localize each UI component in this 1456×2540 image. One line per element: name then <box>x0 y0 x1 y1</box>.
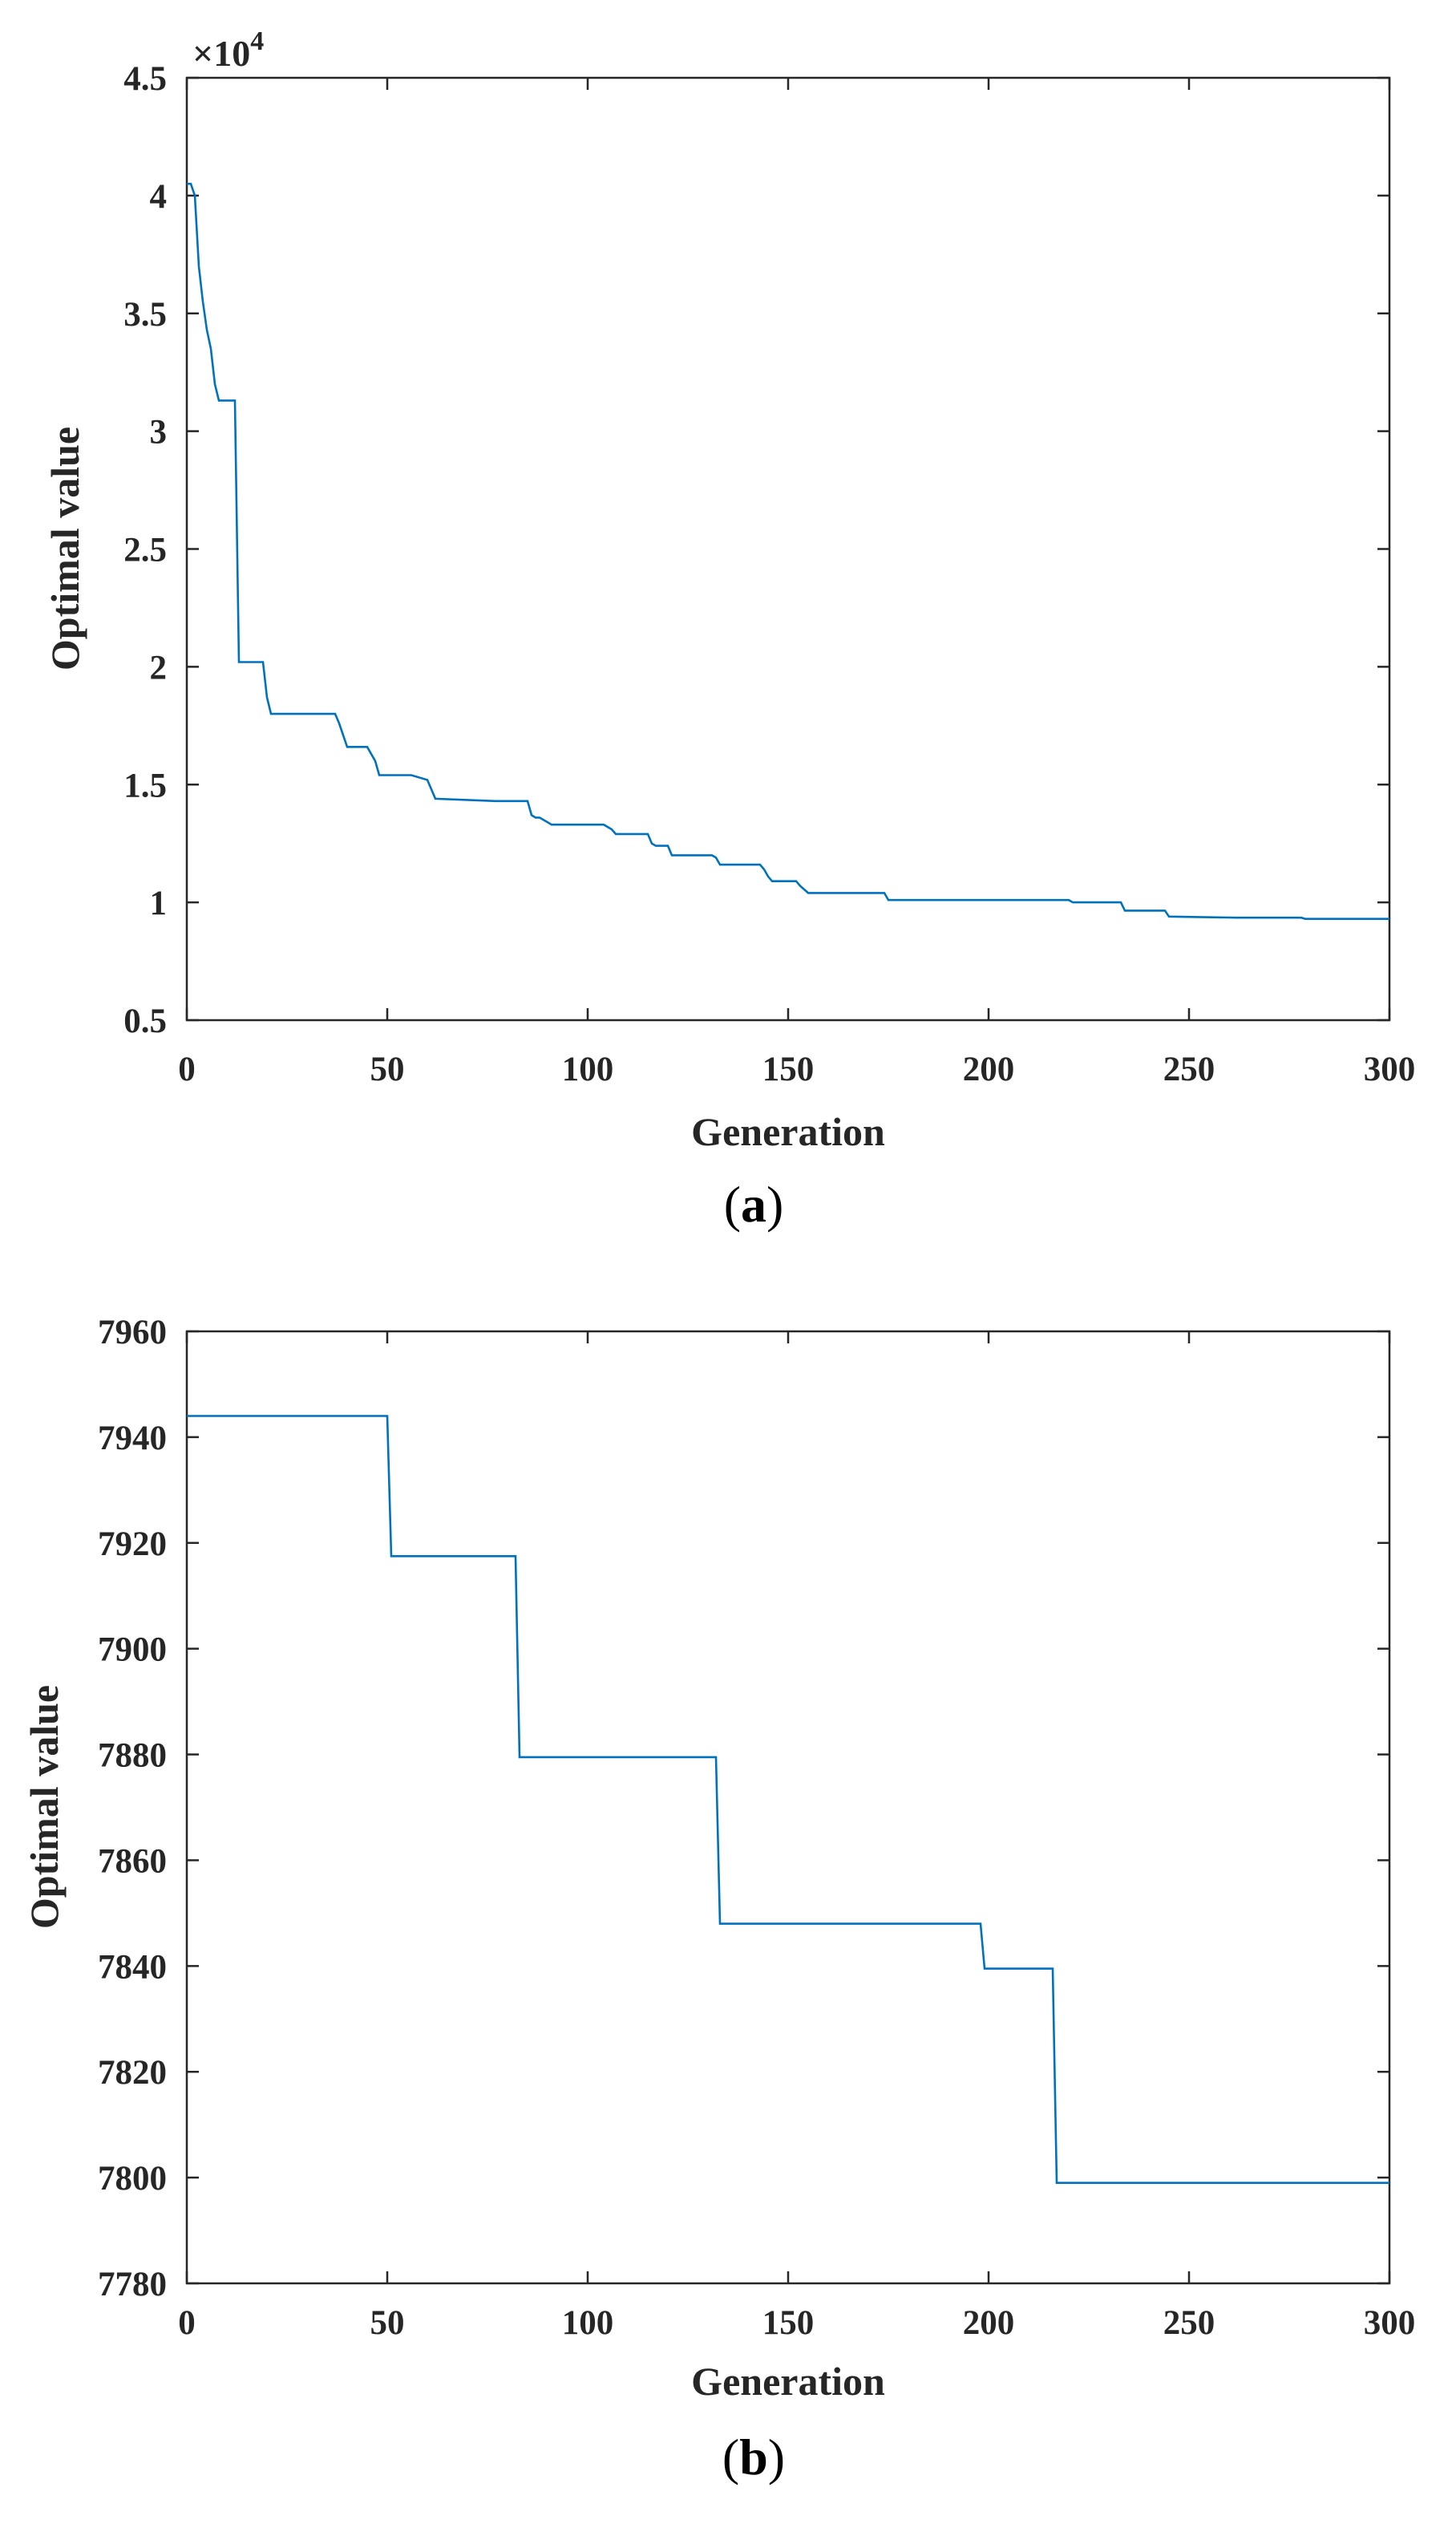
panel-a-y-tick-label: 4.5 <box>123 60 167 98</box>
panel-b-y-tick-label: 7940 <box>98 1420 167 1457</box>
panel-a-tick-marks <box>185 76 1391 1022</box>
panel-b-y-tick-label: 7880 <box>98 1737 167 1775</box>
panel-b-x-tick-label: 100 <box>562 2304 614 2342</box>
panel-a-x-tick-labels: 0 50 100 150 200 250 300 <box>178 1051 1415 1088</box>
panel-b-chart: 0 50 100 150 200 250 300 778078007820784078607… <box>22 1314 1415 2485</box>
panel-a-chart: 0 50 100 150 200 250 300 0.5 1 1.5 2 2.5 3 3.5 4 4.5 ×… <box>42 26 1415 1233</box>
panel-b-x-tick-label: 300 <box>1364 2304 1416 2342</box>
panel-b-tick-marks <box>185 1330 1391 2285</box>
panel-a-y-tick-label: 0.5 <box>123 1003 167 1040</box>
panel-b-plot-frame <box>185 1330 1391 2285</box>
panel-b-series-line <box>187 1415 1389 2184</box>
panel-a-x-tick-label: 100 <box>562 1051 614 1088</box>
panel-b-y-tick-label: 7960 <box>98 1314 167 1351</box>
panel-a-x-tick-label: 50 <box>370 1051 405 1088</box>
panel-a-y-tick-label: 2 <box>150 649 168 687</box>
panel-b-y-tick-label: 7920 <box>98 1525 167 1563</box>
panel-a-x-axis-title: Generation <box>691 1109 885 1154</box>
panel-a-plot-frame <box>185 76 1391 1022</box>
panel-b-x-tick-label: 250 <box>1163 2304 1215 2342</box>
panel-a-y-axis-title: Optimal value <box>42 427 87 670</box>
panel-a-y-tick-label: 3 <box>150 414 168 452</box>
panel-a-y-tick-label: 2.5 <box>123 532 167 569</box>
panel-b-x-tick-label: 200 <box>963 2304 1015 2342</box>
panel-a-caption: (a) <box>724 1176 784 1233</box>
panel-a-x-tick-label: 200 <box>963 1051 1015 1088</box>
panel-b-y-tick-label: 7800 <box>98 2160 167 2198</box>
panel-b-y-tick-label: 7780 <box>98 2266 167 2303</box>
panel-b-y-axis-title: Optimal value <box>22 1685 67 1929</box>
panel-b-y-tick-label: 7860 <box>98 1842 167 1880</box>
panel-a-y-tick-label: 4 <box>150 178 168 216</box>
panel-b-x-tick-label: 0 <box>178 2304 196 2342</box>
panel-b-x-tick-label: 150 <box>762 2304 815 2342</box>
panel-a-x-tick-label: 150 <box>762 1051 815 1088</box>
panel-a-x-tick-label: 300 <box>1364 1051 1416 1088</box>
panel-a-series-line <box>187 182 1389 920</box>
panel-a-y-tick-label: 1 <box>150 885 168 922</box>
panel-a-x-tick-label: 250 <box>1163 1051 1215 1088</box>
panel-a-exponent-label: ×104 <box>192 26 264 74</box>
panel-a-y-tick-label: 1.5 <box>123 767 167 804</box>
panel-b-x-axis-title: Generation <box>691 2359 885 2404</box>
panel-a-x-tick-label: 0 <box>178 1051 196 1088</box>
panel-b-y-tick-label: 7900 <box>98 1631 167 1669</box>
panel-a-y-tick-label: 3.5 <box>123 296 167 334</box>
panel-a-y-tick-labels: 0.5 1 1.5 2 2.5 3 3.5 4 4.5 <box>123 60 167 1040</box>
panel-b-y-tick-label: 7840 <box>98 1948 167 1986</box>
panel-b-y-tick-label: 7820 <box>98 2054 167 2092</box>
panel-b-y-tick-labels: 7780 7800 7820 7840 7860 7880 7900 7920 7940 7960 <box>98 1314 167 2303</box>
panel-b-x-tick-label: 50 <box>370 2304 405 2342</box>
panel-b-x-tick-labels: 0 50 100 150 200 250 300 <box>178 2304 1415 2342</box>
panel-b-caption: (b) <box>722 2429 785 2485</box>
